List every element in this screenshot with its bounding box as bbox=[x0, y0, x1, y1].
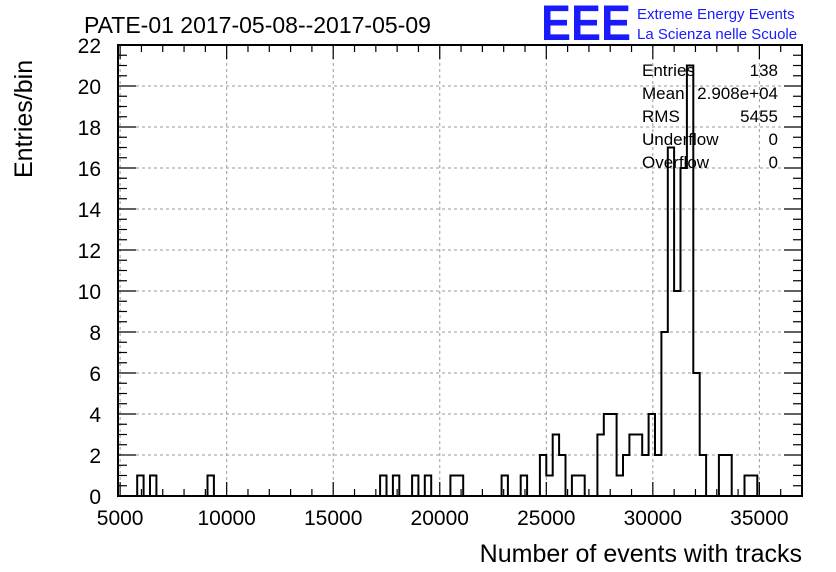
y-tick-label: 10 bbox=[78, 281, 101, 304]
eee-logo: EEE Extreme Energy Events La Scienza nel… bbox=[541, 0, 797, 51]
stats-label: Entries bbox=[642, 61, 695, 80]
stats-label: Overflow bbox=[642, 153, 710, 172]
stats-value: 0 bbox=[769, 153, 778, 172]
stats-value: 2.908e+04 bbox=[697, 84, 778, 103]
y-tick-label: 2 bbox=[89, 445, 101, 468]
y-tick-label: 22 bbox=[78, 35, 101, 58]
stats-value: 5455 bbox=[740, 107, 778, 126]
stats-label: Mean bbox=[642, 84, 685, 103]
x-tick-label: 5000 bbox=[97, 507, 144, 530]
y-tick-label: 14 bbox=[78, 199, 102, 222]
x-tick-label: 35000 bbox=[730, 507, 788, 530]
y-tick-label: 20 bbox=[78, 76, 101, 99]
logo-line1: Extreme Energy Events bbox=[637, 6, 795, 23]
axis-ticks bbox=[118, 44, 803, 497]
x-tick-label: 20000 bbox=[411, 507, 469, 530]
stats-value: 138 bbox=[750, 61, 778, 80]
y-tick-label: 18 bbox=[78, 117, 101, 140]
chart-title: PATE-01 2017-05-08--2017-05-09 bbox=[84, 12, 431, 38]
stats-label: Underflow bbox=[642, 130, 719, 149]
y-tick-label: 4 bbox=[89, 404, 101, 427]
x-tick-label: 15000 bbox=[304, 507, 362, 530]
x-tick-label: 25000 bbox=[517, 507, 575, 530]
stats-box: Entries 138 Mean 2.908e+04 RMS 5455 Underflow 0… bbox=[642, 61, 778, 172]
y-tick-label: 0 bbox=[89, 486, 101, 509]
y-axis-label: Entries/bin bbox=[10, 60, 38, 178]
x-tick-label: 10000 bbox=[197, 507, 255, 530]
x-axis-label: Number of events with tracks bbox=[480, 540, 802, 568]
stats-value: 0 bbox=[769, 130, 778, 149]
histogram-series bbox=[118, 64, 802, 497]
stats-label: RMS bbox=[642, 107, 680, 126]
y-tick-label: 8 bbox=[89, 322, 101, 345]
y-tick-label: 16 bbox=[78, 158, 101, 181]
x-tick-label: 30000 bbox=[624, 507, 682, 530]
tick-labels: 5000 10000 15000 20000 25000 30000 35000 0 2 4 6 8 1… bbox=[78, 35, 789, 530]
y-tick-label: 6 bbox=[89, 363, 101, 386]
logo-line2: La Scienza nelle Scuole bbox=[637, 26, 797, 43]
logo-eee-text: EEE bbox=[541, 0, 631, 51]
y-tick-label: 12 bbox=[78, 240, 101, 263]
